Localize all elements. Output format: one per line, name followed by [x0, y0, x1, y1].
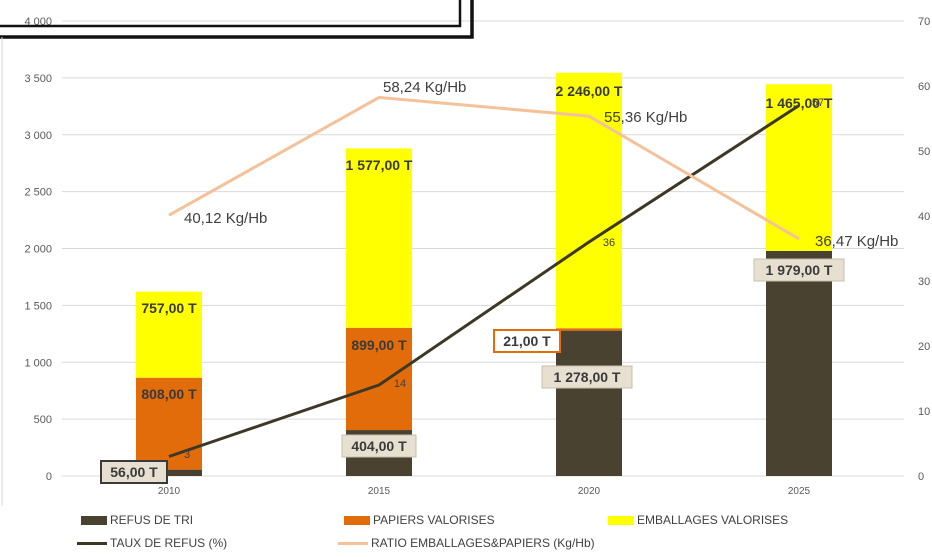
bar-emballages-valorises-2025 [766, 84, 832, 251]
label-refus-2015: 404,00 T [351, 438, 407, 454]
y-tick-label-right: 70 [918, 16, 930, 28]
label-ratio-2025: 36,47 Kg/Hb [815, 233, 898, 250]
legend-label: RATIO EMBALLAGES&PAPIERS (Kg/Hb) [371, 536, 595, 550]
chart-frame-decoration [0, 0, 474, 506]
y-tick-label-left: 0 [46, 471, 52, 483]
legend-item-papiers-valorises: PAPIERS VALORISES [344, 510, 495, 530]
y-tick-label-right: 20 [918, 341, 930, 353]
bar-refus-de-tri-2010 [136, 469, 202, 476]
frame-inner-edge [0, 0, 462, 28]
label-ratio-2020: 55,36 Kg/Hb [604, 109, 687, 126]
legend-swatch [344, 515, 370, 525]
bar-emballages-valorises-2015 [346, 148, 412, 328]
legend-label: TAUX DE REFUS (%) [110, 536, 228, 550]
label-emballages-2015: 1 577,00 T [346, 157, 413, 173]
bars [136, 72, 832, 476]
y-tick-label-right: 30 [918, 276, 930, 288]
gridlines [62, 20, 904, 477]
bar-refus-de-tri-2025 [766, 250, 832, 476]
y-tick-label-left: 1 000 [24, 357, 52, 369]
label-emballages-2020: 2 246,00 T [556, 83, 623, 99]
label-taux-2010: 3 [184, 449, 190, 461]
label-taux-2015: 14 [394, 378, 406, 390]
data-labels: 56,00 T 404,00 T 1 278,00 T 1 979,00 T 808,0… [100, 79, 898, 484]
legend-item-emballages-valorises: EMBALLAGES VALORISES [608, 510, 788, 530]
y-tick-label-left: 1 500 [24, 300, 52, 312]
label-ratio-2010: 40,12 Kg/Hb [184, 210, 267, 227]
label-taux-2020: 36 [603, 237, 615, 249]
y-tick-label-left: 2 500 [24, 187, 52, 199]
bar-papiers-valorises-2010 [136, 377, 202, 470]
x-tick-label: 2020 [578, 486, 601, 497]
label-emballages-2010: 757,00 T [141, 300, 197, 316]
bar-refus-de-tri-2020 [556, 330, 622, 476]
y-tick-label-left: 2 000 [24, 244, 52, 256]
label-papiers-2015: 899,00 T [351, 337, 407, 353]
bar-papiers-valorises-2015 [346, 327, 412, 431]
y-tick-label-right: 10 [918, 406, 930, 418]
label-papiers-2020-box [493, 329, 561, 353]
label-refus-2020: 1 278,00 T [554, 369, 621, 385]
legend: REFUS DE TRI PAPIERS VALORISES EMBALLAGE… [0, 506, 932, 556]
label-refus-2025: 1 979,00 T [766, 262, 833, 278]
legend-item-refus-de-tri: REFUS DE TRI [81, 510, 193, 530]
label-refus-2010: 56,00 T [110, 464, 158, 480]
y-tick-label-right: 40 [918, 211, 930, 223]
y-tick-label-right: 60 [918, 81, 930, 93]
legend-label: EMBALLAGES VALORISES [637, 513, 789, 527]
legend-item-taux-de-refus: TAUX DE REFUS (%) [77, 533, 227, 553]
y-tick-label-left: 500 [34, 414, 52, 426]
bar-emballages-valorises-2010 [136, 291, 202, 378]
label-emballages-2025: 1 465,00 T [766, 95, 833, 111]
lines [168, 95, 800, 458]
x-tick-label: 2025 [788, 486, 811, 497]
label-papiers-2010: 808,00 T [141, 386, 197, 402]
legend-swatch [608, 515, 634, 525]
y-axis-right: 0 10 20 30 40 50 60 70 [918, 16, 930, 483]
line-ratio-emballages-papiers-kg-hb [168, 95, 800, 241]
label-ratio-2015: 58,24 Kg/Hb [383, 79, 466, 96]
label-refus-2020-box [541, 365, 633, 389]
legend-swatch [81, 515, 107, 525]
legend-swatch [338, 541, 368, 545]
y-tick-label-right: 0 [918, 471, 924, 483]
legend-label: REFUS DE TRI [110, 513, 194, 527]
label-refus-2015-box [341, 434, 417, 458]
frame-outer-edge [0, 0, 474, 39]
label-refus-2025-box [753, 258, 845, 282]
legend-swatch [77, 541, 107, 545]
legend-item-ratio: RATIO EMBALLAGES&PAPIERS (Kg/Hb) [338, 533, 595, 553]
y-tick-label-right: 50 [918, 146, 930, 158]
y-tick-label-left: 3 000 [24, 130, 52, 142]
y-tick-label-left: 3 500 [24, 73, 52, 85]
legend-label: PAPIERS VALORISES [373, 513, 495, 527]
label-papiers-2020: 21,00 T [503, 333, 551, 349]
line-taux-de-refus [168, 104, 800, 458]
bar-papiers-valorises-2020 [556, 328, 622, 331]
x-tick-label: 2010 [158, 486, 181, 497]
label-refus-2010-box [100, 460, 168, 484]
label-taux-2025: 57 [812, 97, 824, 109]
x-axis: 2010 2015 2020 2025 [158, 486, 811, 497]
x-tick-label: 2015 [368, 486, 391, 497]
